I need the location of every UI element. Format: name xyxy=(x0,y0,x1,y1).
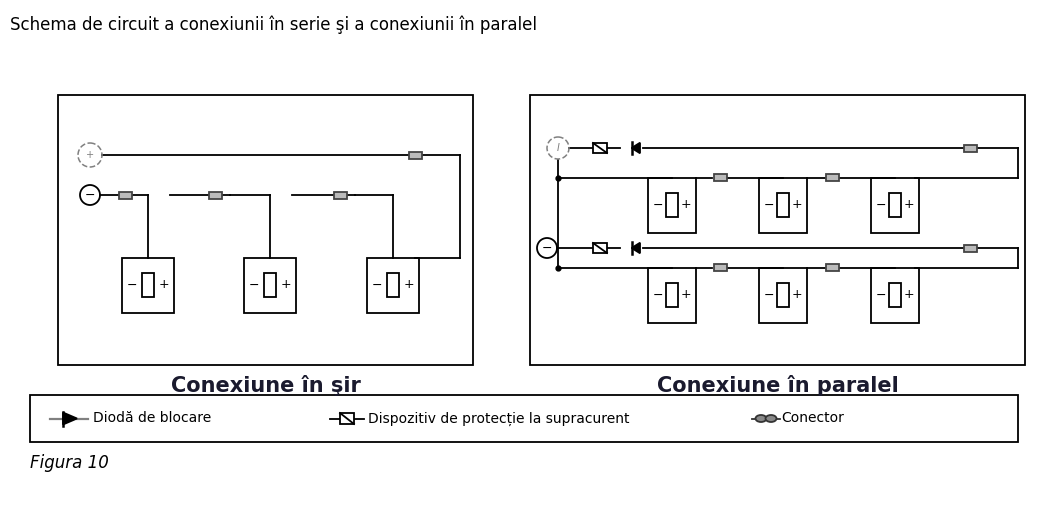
Bar xyxy=(667,193,678,216)
Bar xyxy=(714,174,726,181)
Bar xyxy=(58,95,473,365)
Text: −: − xyxy=(249,278,260,291)
Bar xyxy=(826,264,838,271)
Bar xyxy=(122,257,174,312)
Text: −: − xyxy=(875,198,886,212)
Bar xyxy=(648,177,696,233)
Polygon shape xyxy=(63,413,77,425)
Text: −: − xyxy=(542,242,552,255)
Text: +: + xyxy=(403,278,414,291)
Text: +: + xyxy=(280,278,291,291)
Bar xyxy=(667,284,678,307)
Text: Conexiune în paralel: Conexiune în paralel xyxy=(657,375,898,396)
Text: −: − xyxy=(763,289,773,301)
Text: Conector: Conector xyxy=(781,412,844,425)
Bar xyxy=(890,284,901,307)
Bar xyxy=(871,177,919,233)
Bar xyxy=(778,284,789,307)
Ellipse shape xyxy=(765,415,777,422)
Text: Schema de circuit a conexiunii în serie şi a conexiunii în paralel: Schema de circuit a conexiunii în serie … xyxy=(10,15,537,34)
Text: −: − xyxy=(763,198,773,212)
Text: +: + xyxy=(158,278,169,291)
Text: +: + xyxy=(904,198,915,212)
Bar xyxy=(244,257,296,312)
Bar xyxy=(963,144,977,152)
Text: +: + xyxy=(904,289,915,301)
Text: −: − xyxy=(372,278,383,291)
Bar xyxy=(30,395,1018,442)
Bar xyxy=(826,174,838,181)
Bar xyxy=(593,243,607,253)
Bar xyxy=(778,193,789,216)
Text: +: + xyxy=(86,150,94,160)
Bar xyxy=(759,268,807,322)
Bar xyxy=(387,274,399,297)
Bar xyxy=(593,143,607,153)
Text: +: + xyxy=(792,198,803,212)
Text: −: − xyxy=(652,289,662,301)
Bar xyxy=(333,192,347,198)
Bar xyxy=(118,192,131,198)
Text: −: − xyxy=(127,278,137,291)
Text: −: − xyxy=(652,198,662,212)
Bar xyxy=(871,268,919,322)
Bar xyxy=(264,274,277,297)
Bar xyxy=(890,193,901,216)
Bar xyxy=(367,257,419,312)
Text: +: + xyxy=(792,289,803,301)
Text: Conexiune în şir: Conexiune în şir xyxy=(171,375,361,396)
Bar xyxy=(714,264,726,271)
Text: +: + xyxy=(681,289,692,301)
Bar xyxy=(340,413,354,424)
Polygon shape xyxy=(632,243,640,253)
Bar xyxy=(530,95,1025,365)
Text: Dispozitiv de protecție la supracurent: Dispozitiv de protecție la supracurent xyxy=(368,412,630,426)
Text: +: + xyxy=(681,198,692,212)
Bar xyxy=(209,192,221,198)
Text: −: − xyxy=(875,289,886,301)
Bar xyxy=(409,152,421,159)
Bar xyxy=(141,274,154,297)
Text: Diodă de blocare: Diodă de blocare xyxy=(93,412,212,425)
Text: −: − xyxy=(85,188,95,202)
Bar xyxy=(648,268,696,322)
Polygon shape xyxy=(632,143,640,153)
Bar xyxy=(963,245,977,251)
Text: Figura 10: Figura 10 xyxy=(30,454,109,472)
Text: I: I xyxy=(556,143,560,153)
Ellipse shape xyxy=(756,415,766,422)
Bar xyxy=(759,177,807,233)
